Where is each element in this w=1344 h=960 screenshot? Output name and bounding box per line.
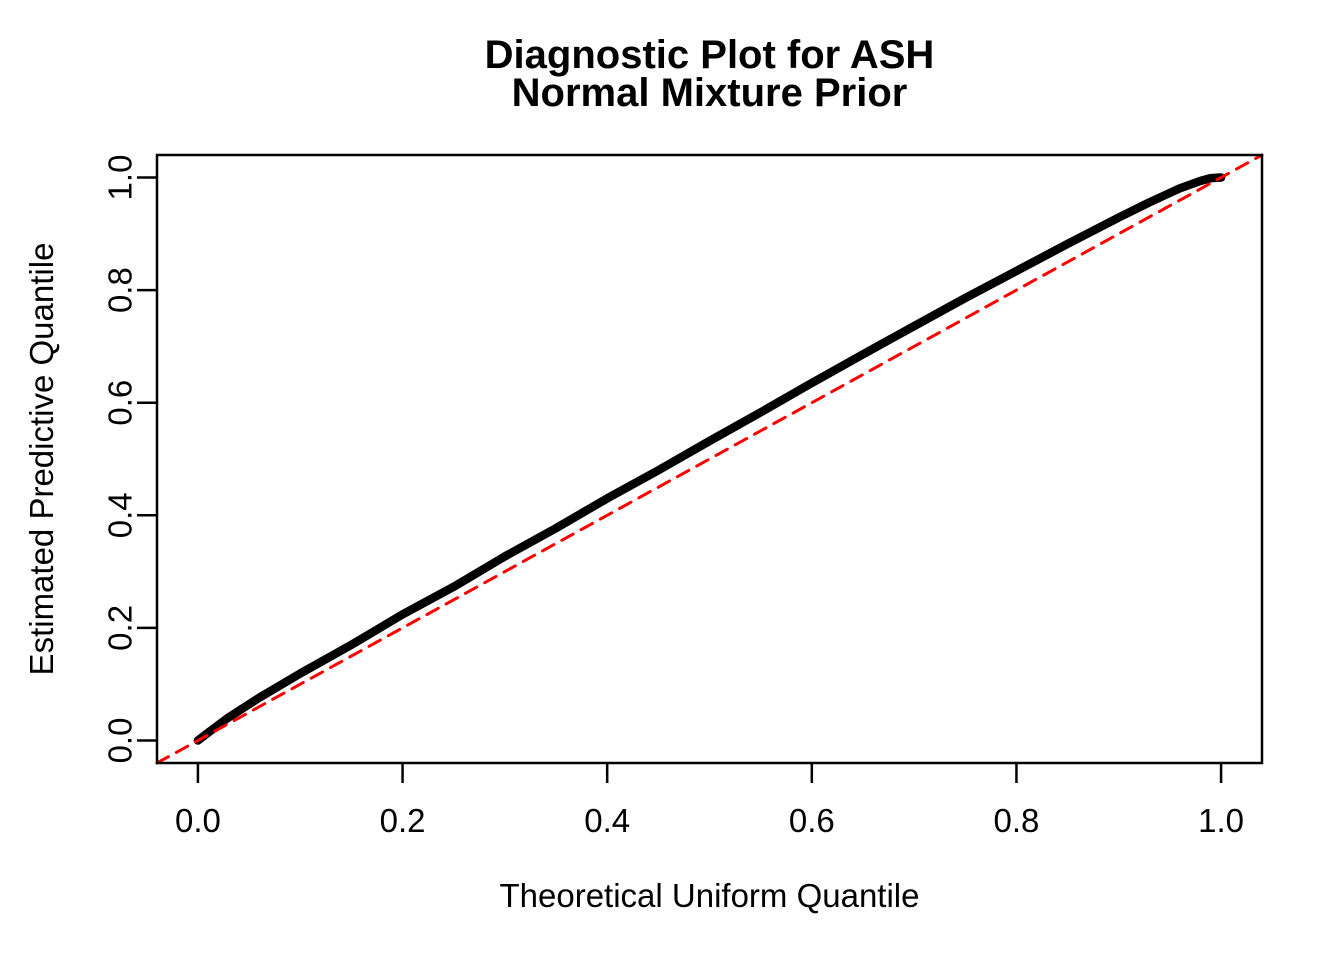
x-tick-label: 0.0 xyxy=(175,802,221,839)
plot-box xyxy=(155,153,1264,765)
y-tick-label: 0.4 xyxy=(102,492,139,538)
series-identity-reference-line xyxy=(155,153,1264,765)
x-tick-label: 1.0 xyxy=(1198,802,1244,839)
series-estimated-quantiles xyxy=(193,173,1226,745)
x-tick-label: 0.6 xyxy=(789,802,835,839)
x-tick-label: 0.8 xyxy=(994,802,1040,839)
y-tick-label: 0.8 xyxy=(102,267,139,313)
x-tick-label: 0.4 xyxy=(584,802,630,839)
chart-title: Diagnostic Plot for ASH Normal Mixture P… xyxy=(157,33,1262,115)
y-tick-label: 0.6 xyxy=(102,380,139,426)
chart-title-line1: Diagnostic Plot for ASH xyxy=(484,33,935,77)
x-axis-title: Theoretical Uniform Quantile xyxy=(499,877,920,914)
y-tick-label: 0.0 xyxy=(102,718,139,764)
y-tick-label: 1.0 xyxy=(102,155,139,201)
chart-title-line2: Normal Mixture Prior xyxy=(511,71,908,115)
y-axis-title: Estimated Predictive Quantile xyxy=(23,242,60,676)
y-tick-label: 0.2 xyxy=(102,605,139,651)
x-tick-label: 0.2 xyxy=(380,802,426,839)
